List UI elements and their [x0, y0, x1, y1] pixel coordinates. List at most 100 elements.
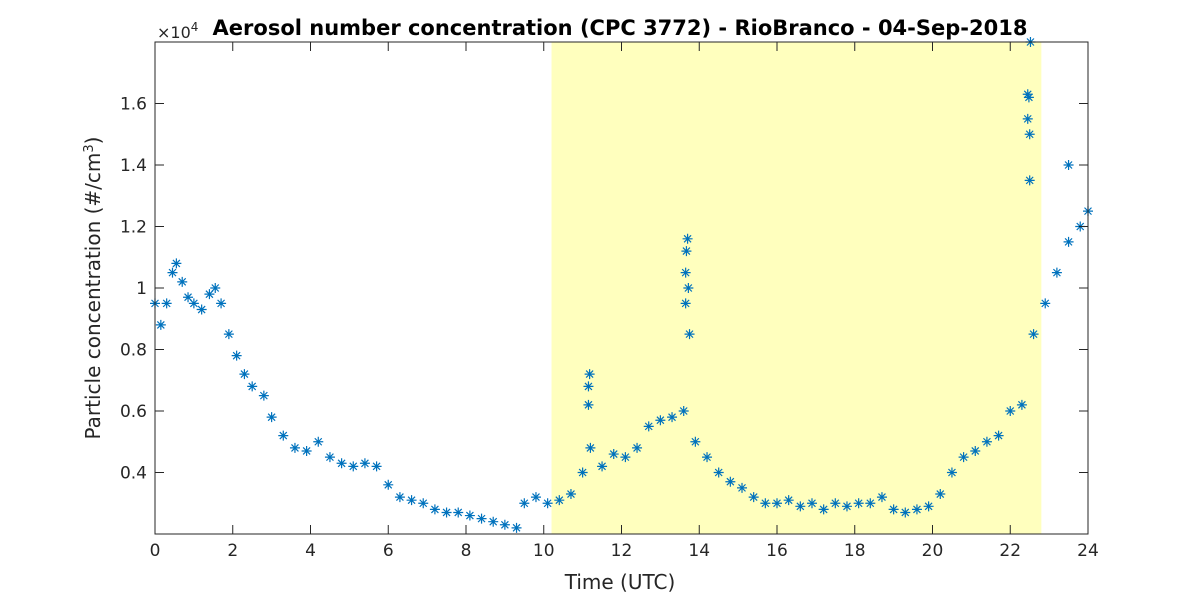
data-point [678, 406, 689, 416]
data-point [216, 298, 227, 309]
data-point [204, 289, 215, 300]
y-axis-label: Particle concentration (#/cm3) [81, 137, 105, 440]
data-point [231, 350, 242, 361]
data-point [597, 461, 608, 472]
data-point [324, 452, 335, 463]
data-point [196, 304, 207, 315]
x-tick-label: 14 [688, 541, 710, 561]
data-point [519, 498, 530, 509]
data-point [554, 495, 565, 506]
data-point [383, 479, 394, 490]
data-point [876, 492, 887, 503]
data-point [643, 421, 654, 432]
chart-title: Aerosol number concentration (CPC 3772) … [213, 16, 1028, 40]
data-point [394, 492, 405, 503]
data-point [348, 461, 359, 472]
data-point [1022, 89, 1033, 100]
data-point [289, 442, 300, 453]
y-tick-label: 1.4 [120, 156, 147, 176]
data-point [682, 233, 693, 244]
y-tick-label: 1 [136, 279, 147, 299]
data-point [301, 445, 312, 456]
data-point [1005, 406, 1016, 416]
y-tick-label: 0.8 [120, 341, 147, 361]
data-point [970, 445, 981, 456]
data-point [155, 319, 166, 330]
data-point [1022, 113, 1033, 124]
data-point [585, 442, 596, 453]
data-point [806, 498, 817, 509]
data-point [161, 298, 172, 309]
data-point [171, 258, 182, 269]
data-point [608, 449, 619, 460]
data-point [795, 501, 806, 512]
data-point [911, 504, 922, 515]
data-point [530, 492, 541, 503]
data-point [935, 489, 946, 500]
data-point [923, 501, 934, 512]
data-point [1024, 129, 1035, 140]
y-tick-label: 0.4 [120, 464, 147, 484]
data-point [900, 507, 911, 518]
data-point [511, 522, 522, 533]
x-tick-label: 0 [150, 541, 161, 561]
highlight-region [551, 42, 1042, 534]
data-point [188, 298, 199, 309]
data-point [464, 510, 475, 521]
data-point [247, 381, 258, 392]
x-tick-label: 6 [383, 541, 394, 561]
data-point [888, 504, 899, 515]
data-point [266, 412, 277, 423]
data-point [830, 498, 841, 509]
x-tick-label: 20 [922, 541, 944, 561]
data-point [577, 467, 588, 478]
data-point [371, 461, 382, 472]
data-point [210, 283, 221, 293]
data-point [993, 430, 1004, 441]
data-point [336, 458, 347, 469]
data-point [1024, 175, 1035, 186]
x-tick-label: 4 [305, 541, 316, 561]
data-point [1051, 267, 1062, 278]
x-tick-label: 2 [227, 541, 238, 561]
data-point [841, 501, 852, 512]
x-tick-label: 8 [461, 541, 472, 561]
data-point [725, 476, 736, 487]
data-point [1040, 298, 1051, 309]
data-point [453, 507, 464, 518]
data-point [620, 452, 631, 463]
data-point [476, 513, 487, 524]
y-tick-label: 0.6 [120, 402, 147, 422]
data-point [583, 399, 594, 410]
data-point [177, 276, 188, 287]
data-point [684, 329, 695, 340]
data-point [680, 298, 691, 309]
y-tick-label: 1.6 [120, 95, 147, 115]
data-point [667, 412, 678, 423]
data-point [499, 519, 510, 530]
data-point [583, 381, 594, 392]
data-point [167, 267, 178, 278]
data-point [958, 452, 969, 463]
data-point [981, 436, 992, 447]
data-point [406, 495, 417, 506]
data-point [183, 292, 194, 303]
x-tick-label: 24 [1077, 541, 1099, 561]
data-point [565, 489, 576, 500]
data-point [783, 495, 794, 506]
data-point [655, 415, 666, 426]
data-point [818, 504, 829, 515]
x-tick-label: 10 [533, 541, 555, 561]
data-point [1023, 92, 1034, 103]
data-point [853, 498, 864, 509]
data-point [429, 504, 440, 515]
data-point [223, 329, 234, 340]
data-point [1016, 399, 1027, 410]
data-point [865, 498, 876, 509]
data-point [441, 507, 452, 518]
x-axis-label: Time (UTC) [564, 570, 676, 594]
data-point [737, 482, 748, 493]
data-point [542, 498, 553, 509]
x-tick-label: 16 [766, 541, 788, 561]
